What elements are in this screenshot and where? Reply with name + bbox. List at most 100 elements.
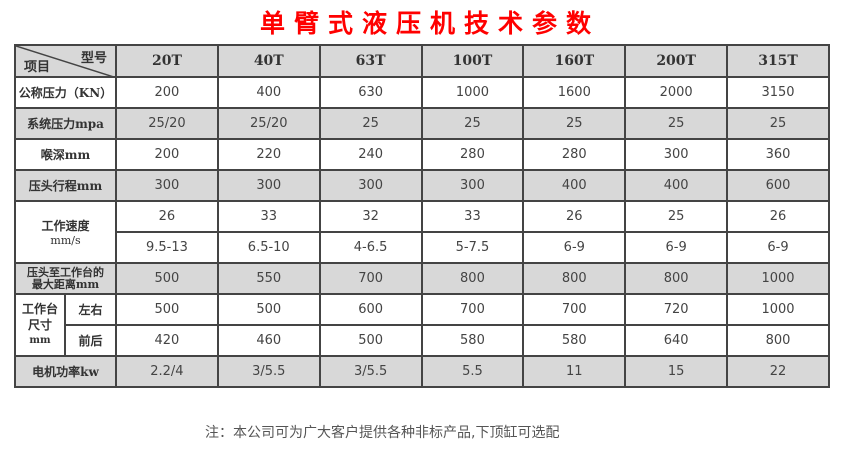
spec-table: 型号 项目 20T 40T 63T 100T 160T 200T 315T 公称压力（KN） 200… <box>14 44 830 388</box>
value-cell: 11 <box>522 355 627 388</box>
value-cell: 3/5.5 <box>318 355 423 388</box>
value-cell: 5.5 <box>420 355 525 388</box>
value-cell: 580 <box>522 324 627 357</box>
value-cell: 6-9 <box>624 231 729 264</box>
value-cell: 300 <box>216 169 321 202</box>
row-max-distance: 压头至工作台的 最大距离mm 500 550 700 800 800 800 1000 <box>14 262 830 295</box>
value-cell: 25 <box>522 107 627 140</box>
value-cell: 22 <box>726 355 830 388</box>
value-cell: 25 <box>624 107 729 140</box>
value-cell: 200 <box>115 76 219 109</box>
value-cell: 280 <box>522 138 627 171</box>
value-cell: 600 <box>318 293 423 326</box>
model-header-cell: 63T <box>318 44 423 78</box>
value-cell: 6.5-10 <box>216 231 321 264</box>
model-header-cell: 315T <box>726 44 830 78</box>
value-cell: 500 <box>318 324 423 357</box>
row-working-speed: 工作速度 mm/s 26 33 32 33 26 25 26 <box>14 200 830 264</box>
value-cell: 500 <box>115 293 219 326</box>
value-cell: 25/20 <box>216 107 321 140</box>
value-cell: 700 <box>420 293 525 326</box>
value-cell: 600 <box>726 169 830 202</box>
row-label: 工作台尺寸 mm <box>14 293 66 357</box>
value-cell: 360 <box>726 138 830 171</box>
label-line: 尺寸 <box>27 318 52 332</box>
value-cell: 300 <box>115 169 219 202</box>
value-cell: 550 <box>216 262 321 295</box>
value-cell: 26 <box>115 200 219 233</box>
value-cell: 300 <box>420 169 525 202</box>
sub-label: 前后 <box>64 324 117 357</box>
corner-cell: 型号项目 <box>14 44 117 78</box>
model-header: 型号 <box>80 51 107 66</box>
value-cell: 300 <box>624 138 729 171</box>
speed-label: 工作速度 <box>41 219 90 233</box>
value-cell: 26 <box>522 200 627 233</box>
value-cell: 220 <box>216 138 321 171</box>
row-label: 工作速度 mm/s <box>14 200 117 264</box>
row-label: 电机功率kw <box>14 355 117 388</box>
value-cell: 5-7.5 <box>420 231 525 264</box>
sub-label: 左右 <box>64 293 117 326</box>
row-label: 公称压力（KN） <box>14 76 117 109</box>
value-cell: 3/5.5 <box>216 355 321 388</box>
value-cell: 800 <box>624 262 729 295</box>
label-line: 压头至工作台的 <box>27 265 104 279</box>
value-cell: 400 <box>624 169 729 202</box>
value-cell: 6-9 <box>522 231 627 264</box>
value-cell: 720 <box>624 293 729 326</box>
speed-unit: mm/s <box>50 234 81 247</box>
value-cell: 1000 <box>420 76 525 109</box>
header-row: 型号 项目 20T 40T 63T 100T 160T 200T 315T <box>14 44 830 78</box>
label-line: 工作台 <box>21 302 58 316</box>
value-cell: 1000 <box>726 262 830 295</box>
value-cell: 800 <box>522 262 627 295</box>
diagonal-line <box>16 46 117 78</box>
value-cell: 2.2/4 <box>115 355 219 388</box>
value-cell: 25/20 <box>115 107 219 140</box>
item-header: 项目 <box>24 60 51 75</box>
model-header-cell: 200T <box>624 44 729 78</box>
model-header-cell: 40T <box>216 44 321 78</box>
value-cell: 500 <box>216 293 321 326</box>
row-label: 压头行程mm <box>14 169 117 202</box>
value-cell: 700 <box>522 293 627 326</box>
value-cell: 200 <box>115 138 219 171</box>
row-system_pressure: 系统压力mpa 25/20 25/20 25 25 25 25 25 <box>14 107 830 140</box>
model-header-cell: 100T <box>420 44 525 78</box>
value-cell: 1600 <box>522 76 627 109</box>
value-cell: 700 <box>318 262 423 295</box>
value-cell: 6-9 <box>726 231 830 264</box>
row-ram_stroke: 压头行程mm 300 300 300 300 400 400 600 <box>14 169 830 202</box>
value-cell: 25 <box>420 107 525 140</box>
row-motor-power: 电机功率kw 2.2/4 3/5.5 3/5.5 5.5 11 15 22 <box>14 355 830 388</box>
value-cell: 280 <box>420 138 525 171</box>
value-cell: 33 <box>216 200 321 233</box>
row-table-fb: 前后 420 460 500 580 580 640 800 <box>15 324 830 357</box>
model-header-cell: 20T <box>115 44 219 78</box>
value-cell: 4-6.5 <box>318 231 423 264</box>
label-line: mm <box>29 335 51 346</box>
row-working-speed-2: 9.5-13 6.5-10 4-6.5 5-7.5 6-9 6-9 6-9 <box>15 231 830 264</box>
value-cell: 33 <box>420 200 525 233</box>
row-throat_depth: 喉深mm 200 220 240 280 280 300 360 <box>14 138 830 171</box>
value-cell: 25 <box>318 107 423 140</box>
row-table-lr: 工作台 尺寸 mm 左右 500 500 600 700 700 720 1000 <box>14 293 830 357</box>
value-cell: 25 <box>624 200 729 233</box>
value-cell: 640 <box>624 324 729 357</box>
value-cell: 800 <box>420 262 525 295</box>
value-cell: 800 <box>726 324 830 357</box>
value-cell: 25 <box>726 107 830 140</box>
value-cell: 300 <box>318 169 423 202</box>
value-cell: 1000 <box>726 293 830 326</box>
label-line: 最大距离mm <box>31 277 100 291</box>
value-cell: 240 <box>318 138 423 171</box>
value-cell: 580 <box>420 324 525 357</box>
value-cell: 15 <box>624 355 729 388</box>
page-title: 单臂式液压机技术参数 <box>259 9 600 38</box>
footnote: 注：本公司可为广大客户提供各种非标产品,下顶缸可选配 <box>205 425 560 441</box>
row-label: 喉深mm <box>14 138 117 171</box>
model-header-cell: 160T <box>522 44 627 78</box>
value-cell: 32 <box>318 200 423 233</box>
row-label: 系统压力mpa <box>14 107 117 140</box>
